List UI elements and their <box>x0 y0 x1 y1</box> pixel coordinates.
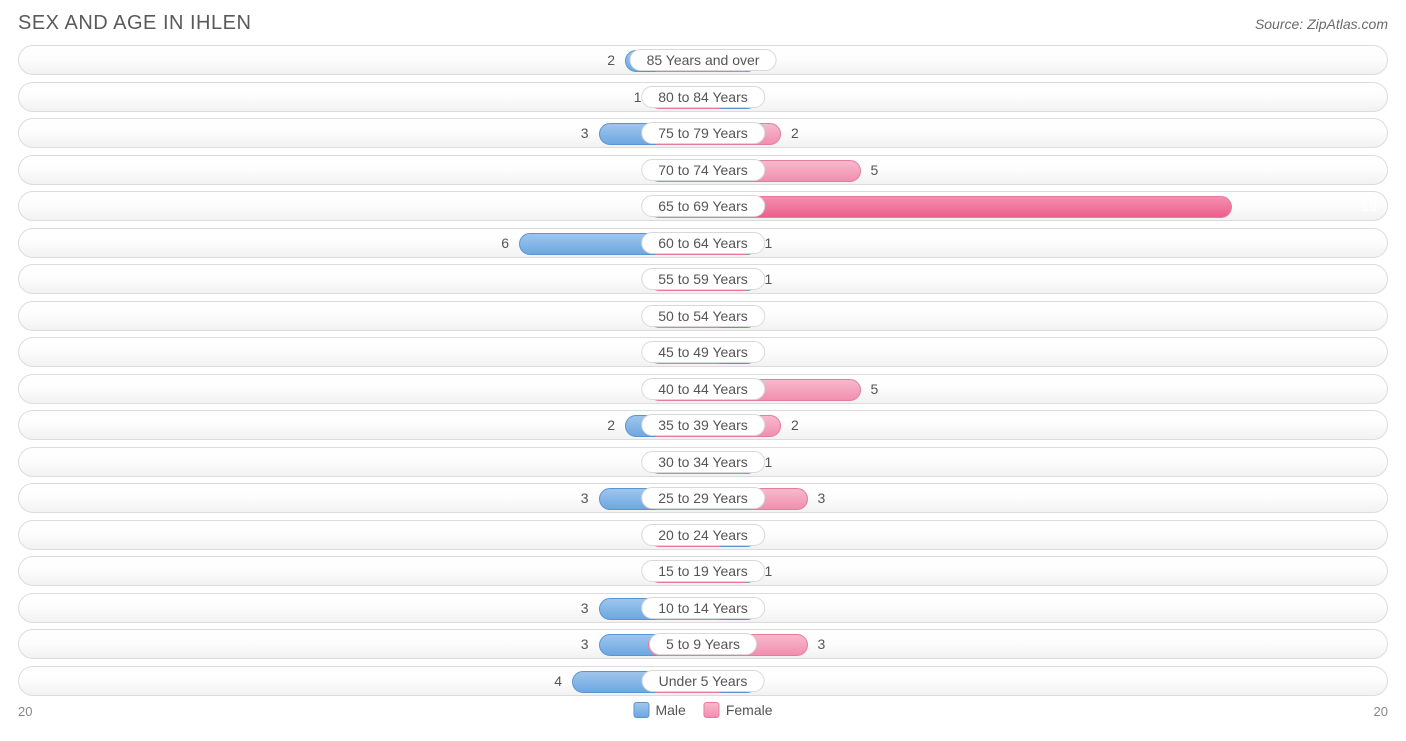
age-group-label: 30 to 34 Years <box>641 451 765 473</box>
pyramid-row: 65 to 69 Years019 <box>18 191 1388 221</box>
legend-female-label: Female <box>726 702 773 718</box>
male-swatch-icon <box>633 702 649 718</box>
age-group-label: Under 5 Years <box>642 670 765 692</box>
age-group-label: 5 to 9 Years <box>649 633 757 655</box>
female-value: 5 <box>871 162 879 178</box>
age-group-label: 55 to 59 Years <box>641 268 765 290</box>
chart-footer: 20 Male Female 20 <box>18 702 1388 726</box>
age-group-label: 45 to 49 Years <box>641 341 765 363</box>
pyramid-row: 10 to 14 Years30 <box>18 593 1388 623</box>
age-group-label: 15 to 19 Years <box>641 560 765 582</box>
male-value: 4 <box>554 673 562 689</box>
pyramid-row: 55 to 59 Years01 <box>18 264 1388 294</box>
female-value: 1 <box>765 454 773 470</box>
female-value: 1 <box>765 271 773 287</box>
chart-source: Source: ZipAtlas.com <box>1255 16 1388 32</box>
age-group-label: 70 to 74 Years <box>641 159 765 181</box>
age-group-label: 40 to 44 Years <box>641 378 765 400</box>
age-group-label: 50 to 54 Years <box>641 305 765 327</box>
female-value: 2 <box>791 125 799 141</box>
pyramid-row: 20 to 24 Years00 <box>18 520 1388 550</box>
age-group-label: 25 to 29 Years <box>641 487 765 509</box>
pyramid-row: 45 to 49 Years00 <box>18 337 1388 367</box>
pyramid-row: 70 to 74 Years05 <box>18 155 1388 185</box>
legend: Male Female <box>633 702 772 718</box>
pyramid-row: 35 to 39 Years 2 2 <box>18 410 1388 440</box>
axis-max-right: 20 <box>1374 704 1388 719</box>
pyramid-row: Under 5 Years40 <box>18 666 1388 696</box>
pyramid-row: 50 to 54 Years00 <box>18 301 1388 331</box>
legend-male-label: Male <box>655 702 685 718</box>
male-value: 3 <box>581 125 589 141</box>
axis-max-left: 20 <box>18 704 32 719</box>
male-value: 2 <box>607 417 615 433</box>
age-group-label: 80 to 84 Years <box>641 86 765 108</box>
pyramid-row: 30 to 34 Years01 <box>18 447 1388 477</box>
male-value: 3 <box>581 636 589 652</box>
chart-title: SEX AND AGE IN IHLEN <box>18 12 251 35</box>
population-pyramid-chart: 85 Years and over 2 1 80 to 84 Years10 75 to… <box>18 45 1388 696</box>
female-value: 3 <box>818 490 826 506</box>
pyramid-row: 85 Years and over21 <box>18 45 1388 75</box>
pyramid-row: 80 to 84 Years10 <box>18 82 1388 112</box>
chart-header: SEX AND AGE IN IHLEN Source: ZipAtlas.co… <box>18 12 1388 35</box>
female-value: 5 <box>871 381 879 397</box>
pyramid-row: 60 to 64 Years 6 1 <box>18 228 1388 258</box>
legend-female: Female <box>704 702 773 718</box>
female-value: 1 <box>765 235 773 251</box>
male-value: 6 <box>501 235 509 251</box>
female-value: 1 <box>765 563 773 579</box>
pyramid-row: 75 to 79 Years 3 2 <box>18 118 1388 148</box>
age-group-label: 10 to 14 Years <box>641 597 765 619</box>
age-group-label: 85 Years and over <box>630 49 777 71</box>
male-value: 3 <box>581 600 589 616</box>
female-value: 19 <box>1361 198 1377 214</box>
legend-male: Male <box>633 702 685 718</box>
pyramid-row: 25 to 29 Years 3 3 <box>18 483 1388 513</box>
age-group-label: 35 to 39 Years <box>641 414 765 436</box>
male-value: 2 <box>607 52 615 68</box>
female-value: 3 <box>818 636 826 652</box>
female-value: 2 <box>791 417 799 433</box>
age-group-label: 20 to 24 Years <box>641 524 765 546</box>
age-group-label: 60 to 64 Years <box>641 232 765 254</box>
pyramid-row: 40 to 44 Years05 <box>18 374 1388 404</box>
pyramid-row: 5 to 9 Years 3 3 <box>18 629 1388 659</box>
age-group-label: 75 to 79 Years <box>641 122 765 144</box>
pyramid-row: 15 to 19 Years01 <box>18 556 1388 586</box>
male-value: 3 <box>581 490 589 506</box>
female-swatch-icon <box>704 702 720 718</box>
age-group-label: 65 to 69 Years <box>641 195 765 217</box>
